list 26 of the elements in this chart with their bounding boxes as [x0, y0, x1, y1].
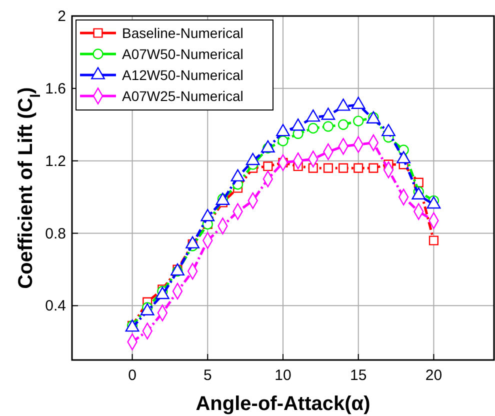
point — [278, 136, 288, 146]
x-tick-label: 20 — [425, 367, 442, 384]
x-tick-label: 0 — [128, 367, 136, 384]
legend-label: A12W50-Numerical — [122, 67, 244, 83]
legend-label: Baseline-Numerical — [122, 25, 244, 41]
point — [308, 122, 318, 134]
y-tick-label: 0.8 — [45, 225, 66, 242]
point — [322, 121, 334, 132]
y-tick-label: 0.4 — [45, 298, 66, 315]
point — [338, 119, 349, 130]
x-axis-title: Angle-of-Attack(α) — [196, 393, 370, 415]
point — [323, 163, 333, 173]
legend-label: A07W50-Numerical — [122, 46, 244, 62]
legend-label: A07W25-Numerical — [122, 88, 244, 104]
point — [428, 236, 438, 246]
x-tick-label: 15 — [350, 367, 367, 384]
point — [354, 163, 364, 173]
y-tick-label: 1.6 — [45, 80, 66, 98]
y-tick-label: 1.2 — [45, 152, 66, 170]
x-tick-label: 5 — [203, 367, 212, 384]
point — [353, 116, 364, 126]
point — [338, 163, 348, 173]
point — [368, 163, 378, 173]
point — [263, 161, 273, 172]
x-tick-label: 10 — [274, 367, 292, 384]
y-tick-label: 2 — [58, 8, 66, 25]
